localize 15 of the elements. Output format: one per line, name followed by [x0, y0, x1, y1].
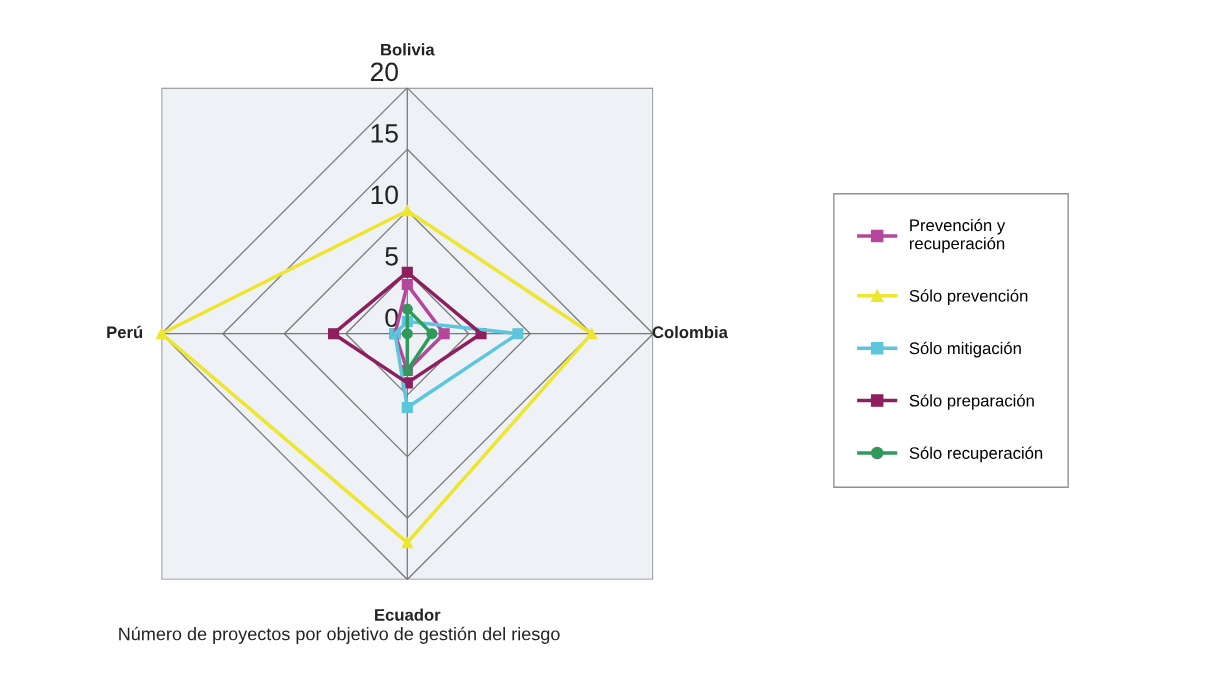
text: Número de proyectos por objetivo de gestión del riesgo [119, 626, 560, 644]
legend-label: Sólo preparación [909, 394, 1034, 410]
spoke-label: Perú [107, 325, 143, 339]
y-tick-label: 15 [371, 124, 398, 143]
legend-label: Sólo prevención [909, 289, 1028, 306]
legend-label: Sólo mitigación [909, 341, 1021, 358]
legend-label: Prevención y recuperación [909, 218, 1006, 253]
spoke-label: Bolivia [381, 43, 435, 56]
spoke-label: Colombia [652, 325, 729, 339]
y-tick-label: 10 [371, 185, 398, 205]
y-tick-label: 0 [385, 308, 398, 328]
legend-label: Sólo recuperación [909, 446, 1043, 463]
y-tick-label: 5 [385, 247, 398, 266]
y-tick-label: 20 [370, 62, 398, 82]
spoke-label: Ecuador [375, 608, 441, 621]
